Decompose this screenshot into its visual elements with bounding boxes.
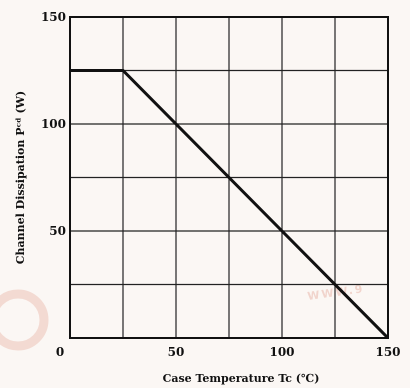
tick-labels: 0 50 100 150 50 100 150 (41, 10, 401, 359)
x-axis-label: Case Temperature Tc (℃) (163, 372, 320, 385)
x-tick-label: 100 (269, 345, 294, 359)
x-tick-label: 150 (375, 345, 400, 359)
y-tick-label: 150 (41, 10, 66, 24)
plot-frame (69, 16, 389, 339)
watermark: WWW.9 (0, 282, 365, 351)
y-tick-label: 50 (49, 224, 66, 238)
y-tick-label: 100 (41, 117, 66, 131)
series-line (70, 69, 390, 340)
x-tick-label: 0 (56, 345, 64, 359)
x-tick-label: 50 (168, 345, 185, 359)
watermark-logo-icon (0, 289, 49, 351)
y-axis-label: Channel Dissipation Pᶜᵈ (W) (14, 91, 27, 264)
